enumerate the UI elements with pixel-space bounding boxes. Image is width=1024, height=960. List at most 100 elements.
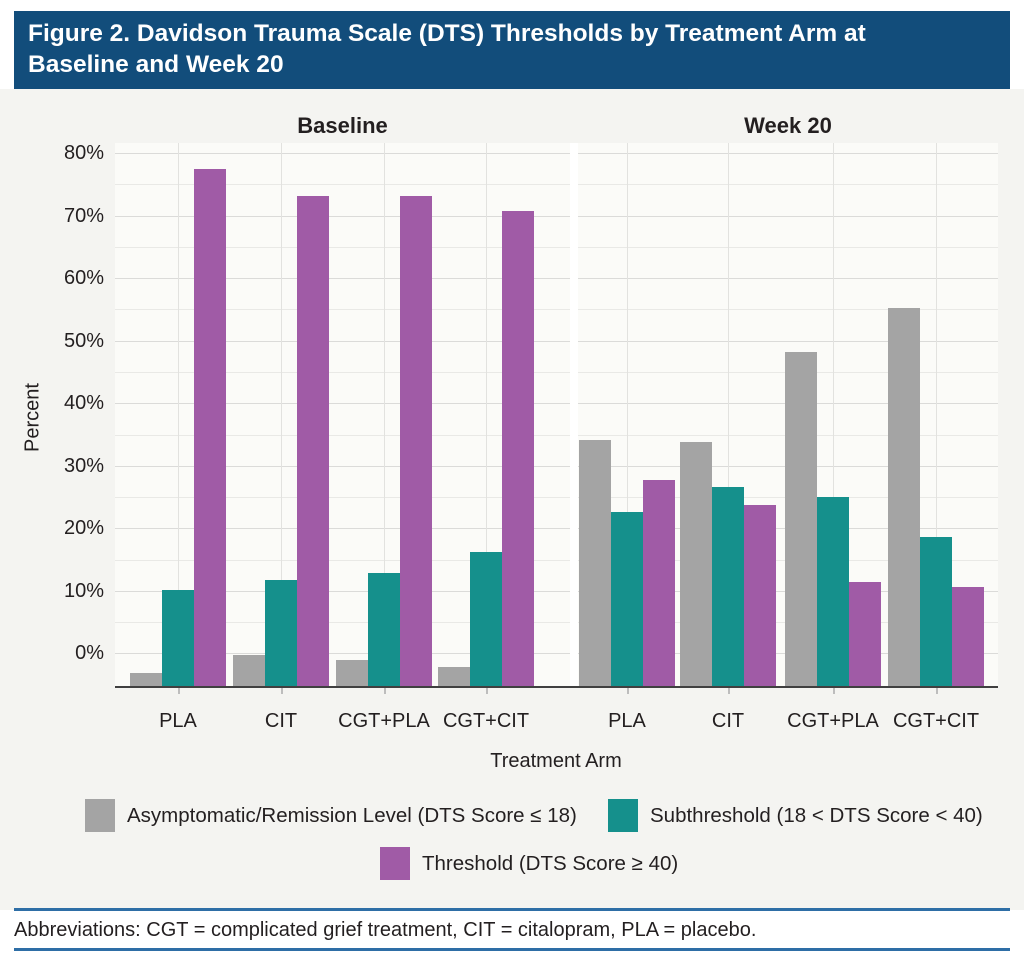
bar-baseline-pla-asymptomatic bbox=[130, 673, 162, 686]
gridline-v bbox=[627, 143, 628, 686]
legend-swatch-asymptomatic bbox=[85, 799, 115, 832]
legend-swatch-threshold bbox=[380, 847, 410, 880]
gridline-h bbox=[115, 184, 570, 186]
gridline-h bbox=[578, 184, 998, 186]
figure-title-line-1: Figure 2. Davidson Trauma Scale (DTS) Th… bbox=[28, 20, 866, 47]
bar-week-20-cgt-cit-subthreshold bbox=[920, 537, 952, 686]
bar-baseline-cgt-pla-threshold bbox=[400, 196, 432, 686]
x-axis-tick-label: PLA bbox=[159, 710, 197, 732]
gridline-h bbox=[578, 153, 998, 154]
gridline-h bbox=[578, 215, 998, 217]
y-axis-tick-label: 50% bbox=[63, 329, 104, 352]
gridline-h bbox=[115, 559, 570, 561]
x-axis-tick-label: CGT+PLA bbox=[787, 710, 879, 732]
x-axis-tick bbox=[281, 686, 283, 694]
legend-label-asymptomatic: Asymptomatic/Remission Level (DTS Score … bbox=[127, 804, 577, 827]
gridline-h bbox=[115, 497, 570, 499]
bar-week-20-cgt-pla-threshold bbox=[849, 582, 881, 686]
gridline-h bbox=[115, 403, 570, 405]
legend-label-subthreshold: Subthreshold (18 < DTS Score < 40) bbox=[650, 804, 983, 827]
bar-week-20-cit-asymptomatic bbox=[680, 442, 712, 686]
x-axis-line bbox=[115, 686, 998, 688]
legend-swatch-subthreshold bbox=[608, 799, 638, 832]
gridline-h bbox=[578, 309, 998, 311]
y-axis-tick-label: 80% bbox=[63, 142, 104, 164]
footer-rule-bottom bbox=[14, 948, 1010, 951]
gridline-v bbox=[486, 143, 487, 686]
gridline-h bbox=[578, 246, 998, 248]
gridline-h bbox=[578, 278, 998, 280]
x-axis-tick-label: CGT+CIT bbox=[442, 710, 530, 732]
figure-title-banner: Figure 2. Davidson Trauma Scale (DTS) Th… bbox=[14, 11, 1010, 89]
bar-week-20-cgt-cit-threshold bbox=[952, 587, 984, 686]
bar-baseline-cit-subthreshold bbox=[265, 579, 297, 686]
gridline-h bbox=[115, 528, 570, 530]
bar-week-20-cit-threshold bbox=[744, 504, 776, 686]
gridline-h bbox=[115, 622, 570, 624]
bar-baseline-cit-threshold bbox=[297, 195, 329, 686]
gridline-h bbox=[115, 371, 570, 373]
panel-divider bbox=[570, 143, 578, 686]
bar-week-20-pla-subthreshold bbox=[611, 512, 643, 686]
y-axis-tick-label: 40% bbox=[63, 392, 104, 415]
bar-baseline-cgt-cit-threshold bbox=[502, 210, 534, 686]
x-axis-tick bbox=[178, 686, 180, 694]
gridline-h bbox=[578, 340, 998, 342]
bar-baseline-cgt-cit-subthreshold bbox=[470, 551, 502, 686]
bar-week-20-cgt-pla-subthreshold bbox=[817, 497, 849, 686]
footer-rule-top bbox=[14, 908, 1010, 911]
y-axis-tick-label: 20% bbox=[63, 517, 104, 540]
gridline-h bbox=[115, 246, 570, 248]
legend-label-threshold: Threshold (DTS Score ≥ 40) bbox=[422, 852, 679, 875]
gridline-h bbox=[115, 590, 570, 592]
panel-title-week-20: Week 20 bbox=[744, 113, 832, 138]
bar-baseline-pla-subthreshold bbox=[162, 590, 194, 686]
bar-baseline-cgt-pla-subthreshold bbox=[368, 573, 400, 686]
x-axis-tick bbox=[384, 686, 386, 694]
bar-week-20-cgt-pla-asymptomatic bbox=[785, 351, 817, 686]
x-axis-tick-label: CIT bbox=[711, 710, 745, 732]
bar-baseline-cgt-pla-asymptomatic bbox=[336, 659, 368, 686]
y-axis-tick-label: 70% bbox=[63, 204, 104, 227]
x-axis-tick bbox=[486, 686, 488, 694]
y-axis-tick-label: 60% bbox=[63, 267, 104, 290]
x-axis-title: Treatment Arm bbox=[490, 750, 622, 772]
gridline-h bbox=[115, 153, 570, 154]
gridline-v bbox=[281, 143, 282, 686]
gridline-h bbox=[115, 434, 570, 436]
gridline-v bbox=[384, 143, 385, 686]
gridline-v bbox=[178, 143, 179, 686]
panel-title-baseline: Baseline bbox=[297, 113, 388, 138]
bar-baseline-cgt-cit-asymptomatic bbox=[438, 666, 470, 686]
x-axis-tick-label: CGT+PLA bbox=[338, 710, 430, 732]
gridline-v bbox=[728, 143, 729, 686]
figure-title-line-2: Baseline and Week 20 bbox=[28, 51, 284, 78]
bar-week-20-cgt-cit-asymptomatic bbox=[888, 307, 920, 686]
x-axis-tick bbox=[627, 686, 629, 694]
gridline-h bbox=[115, 465, 570, 467]
gridline-v bbox=[936, 143, 937, 686]
gridline-h bbox=[115, 653, 570, 655]
x-axis-tick bbox=[936, 686, 938, 694]
bar-baseline-pla-threshold bbox=[194, 168, 226, 686]
gridline-h bbox=[115, 340, 570, 342]
bar-week-20-pla-threshold bbox=[643, 480, 675, 686]
bar-week-20-cit-subthreshold bbox=[712, 487, 744, 686]
x-axis-tick-label: PLA bbox=[608, 710, 646, 732]
y-axis-title: Percent bbox=[21, 383, 44, 452]
y-axis-tick-label: 30% bbox=[63, 454, 104, 477]
abbreviations-text: Abbreviations: CGT = complicated grief t… bbox=[14, 919, 757, 941]
gridline-h bbox=[115, 278, 570, 280]
gridline-h bbox=[115, 215, 570, 217]
gridline-v bbox=[833, 143, 834, 686]
gridline-h bbox=[115, 309, 570, 311]
y-axis-tick-label: 10% bbox=[63, 579, 104, 602]
y-axis-tick-label: 0% bbox=[75, 642, 104, 665]
bar-week-20-pla-asymptomatic bbox=[579, 440, 611, 686]
x-axis-tick-label: CGT+CIT bbox=[892, 710, 980, 732]
x-axis-tick-label: CIT bbox=[264, 710, 298, 732]
x-axis-tick bbox=[833, 686, 835, 694]
x-axis-tick bbox=[728, 686, 730, 694]
bar-baseline-cit-asymptomatic bbox=[233, 654, 265, 686]
